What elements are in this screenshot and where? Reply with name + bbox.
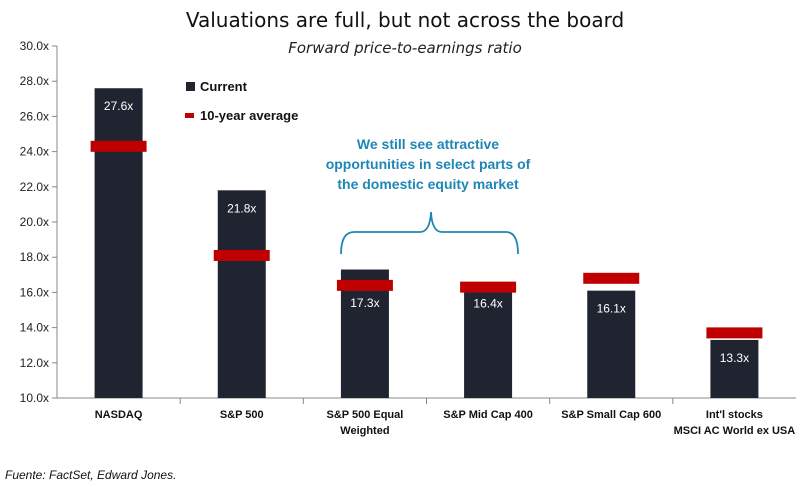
chart-subtitle: Forward price-to-earnings ratio: [288, 39, 522, 57]
y-tick-label: 10.0x: [20, 391, 49, 405]
y-tick-label: 28.0x: [20, 74, 49, 88]
bar-value-label: 21.8x: [227, 201, 256, 215]
bar-value-label: 17.3x: [350, 296, 379, 310]
data-labels: 27.6x 21.8x 17.3x 16.4x 16.1x 13.3x: [104, 99, 749, 365]
bar-current: [464, 285, 513, 398]
annotation-line: We still see attractive: [357, 136, 499, 152]
chart-title: Valuations are full, but not across the …: [186, 8, 624, 32]
source-note: Fuente: FactSet, Edward Jones.: [5, 468, 176, 482]
annotation: We still see attractive opportunities in…: [326, 136, 531, 255]
marker-10yr-average: [583, 272, 640, 284]
bar-value-label: 16.4x: [473, 296, 502, 310]
x-category-label: MSCI AC World ex USA: [674, 425, 796, 437]
y-tick-label: 24.0x: [20, 145, 49, 159]
y-tick-label: 20.0x: [20, 215, 49, 229]
x-category-label: S&P 500 Equal: [326, 409, 403, 421]
x-category-label: Weighted: [340, 425, 389, 437]
bar-current: [587, 290, 636, 398]
y-tick-label: 18.0x: [20, 250, 49, 264]
y-tick-label: 12.0x: [20, 356, 49, 370]
bar-current: [340, 269, 389, 398]
legend: Current 10-year average: [185, 79, 298, 123]
x-category-label: S&P Small Cap 600: [561, 409, 661, 421]
bar-current: [94, 88, 143, 399]
marker-10yr-average: [460, 281, 517, 293]
annotation-line: opportunities in select parts of: [326, 156, 531, 172]
x-category-label: NASDAQ: [95, 409, 143, 421]
bar-current: [217, 190, 266, 398]
legend-average-label: 10-year average: [200, 108, 298, 123]
bar-value-label: 27.6x: [104, 99, 133, 113]
bar-value-label: 13.3x: [720, 351, 749, 365]
marker-10yr-average: [213, 249, 270, 261]
marker-10yr-average: [336, 279, 393, 291]
marker-10yr-average: [706, 327, 763, 339]
x-axis-labels: NASDAQ S&P 500 S&P 500 Equal Weighted S&P Mi…: [95, 409, 796, 437]
average-markers: [90, 140, 763, 339]
x-category-label: S&P 500: [220, 409, 264, 421]
y-tick-label: 14.0x: [20, 321, 49, 335]
x-category-label: S&P Mid Cap 400: [443, 409, 533, 421]
bars: [94, 88, 759, 399]
y-tick-label: 22.0x: [20, 180, 49, 194]
marker-10yr-average: [90, 140, 147, 152]
bar-value-label: 16.1x: [597, 302, 626, 316]
annotation-line: the domestic equity market: [337, 176, 519, 192]
y-tick-label: 26.0x: [20, 109, 49, 123]
legend-average-swatch: [185, 113, 194, 118]
legend-current-swatch: [186, 82, 195, 91]
y-axis: 10.0x 12.0x 14.0x 16.0x 18.0x 20.0x 22.0x 24.0x…: [20, 39, 796, 405]
y-tick-label: 30.0x: [20, 39, 49, 53]
x-category-label: Int'l stocks: [706, 409, 763, 421]
annotation-bracket: [340, 211, 519, 255]
bar-current: [710, 339, 759, 398]
y-tick-label: 16.0x: [20, 285, 49, 299]
legend-current-label: Current: [200, 79, 248, 94]
